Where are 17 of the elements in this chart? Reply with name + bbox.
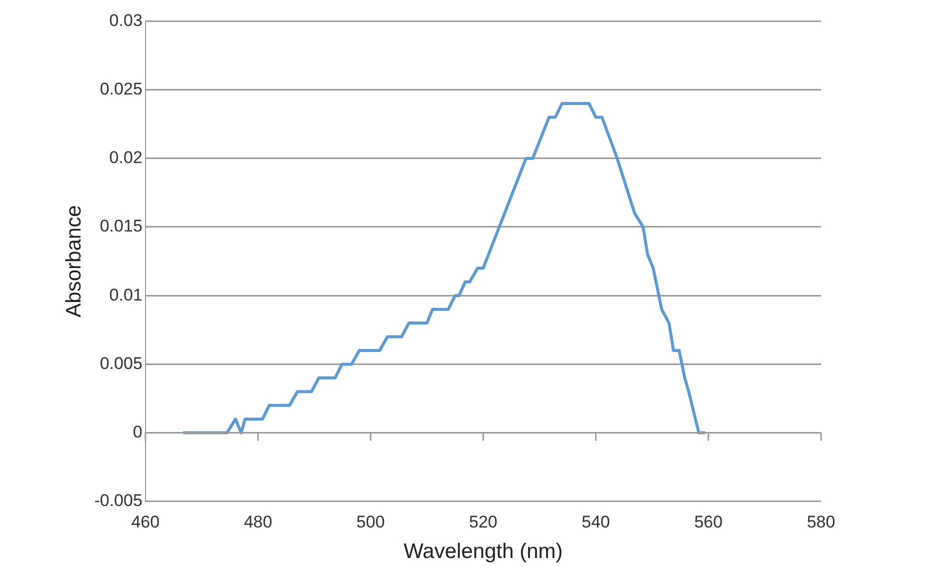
x-tick-label: 520: [469, 512, 498, 532]
y-tick-label: 0.015: [100, 216, 142, 236]
x-tick-label: 580: [806, 512, 836, 532]
y-tick-label: 0.03: [109, 10, 142, 30]
y-tick-label: 0: [132, 422, 142, 442]
y-tick-label: 0.01: [109, 285, 142, 304]
x-tick-label: 500: [356, 512, 385, 532]
y-axis-title: Absorbance: [62, 205, 86, 318]
y-tick-label: 0.02: [109, 148, 142, 168]
y-tick-label: -0.005: [94, 491, 142, 510]
x-axis-title: Wavelength (nm): [404, 540, 563, 564]
x-tick-label: 460: [131, 512, 160, 532]
y-tick-label: 0.005: [100, 354, 142, 373]
x-tick-label: 560: [694, 512, 723, 532]
x-tick-label: 480: [244, 512, 272, 532]
y-tick-label: 0.025: [100, 79, 142, 98]
x-tick-label: 540: [582, 512, 610, 532]
